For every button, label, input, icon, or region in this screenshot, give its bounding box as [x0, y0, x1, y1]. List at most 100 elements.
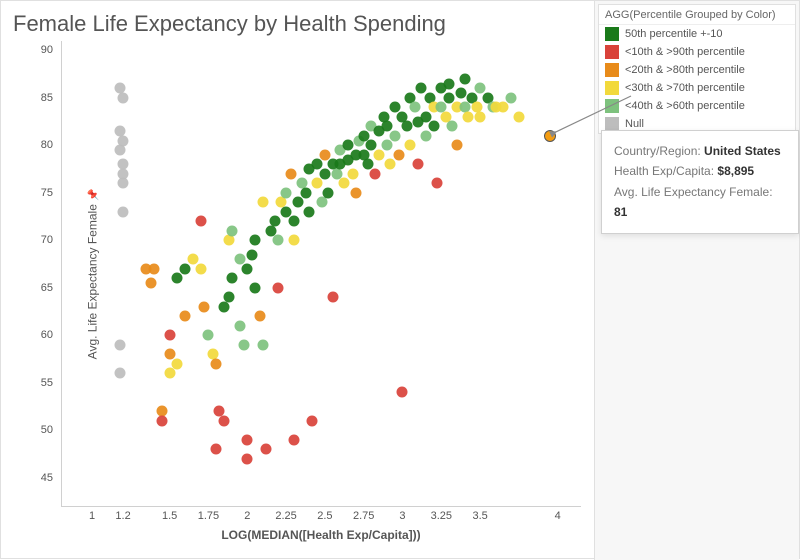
scatter-point[interactable] — [257, 197, 268, 208]
scatter-point[interactable] — [114, 145, 125, 156]
scatter-point[interactable] — [254, 311, 265, 322]
scatter-point[interactable] — [211, 358, 222, 369]
legend-swatch — [605, 27, 619, 41]
scatter-point[interactable] — [226, 273, 237, 284]
x-tick: 2 — [244, 510, 250, 522]
scatter-point[interactable] — [257, 339, 268, 350]
scatter-point[interactable] — [462, 111, 473, 122]
scatter-point[interactable] — [246, 249, 257, 260]
scatter-point[interactable] — [164, 330, 175, 341]
scatter-point[interactable] — [405, 140, 416, 151]
scatter-point[interactable] — [307, 415, 318, 426]
scatter-point[interactable] — [506, 92, 517, 103]
scatter-point[interactable] — [114, 368, 125, 379]
scatter-point[interactable] — [242, 453, 253, 464]
scatter-point[interactable] — [270, 216, 281, 227]
scatter-point[interactable] — [218, 301, 229, 312]
scatter-point[interactable] — [250, 235, 261, 246]
scatter-point[interactable] — [338, 178, 349, 189]
tooltip-value: United States — [704, 144, 781, 158]
scatter-point[interactable] — [374, 149, 385, 160]
scatter-point[interactable] — [444, 78, 455, 89]
scatter-point[interactable] — [451, 140, 462, 151]
scatter-point[interactable] — [456, 88, 467, 99]
scatter-point[interactable] — [498, 102, 509, 113]
scatter-point[interactable] — [402, 121, 413, 132]
scatter-point[interactable] — [413, 159, 424, 170]
scatter-point[interactable] — [319, 168, 330, 179]
scatter-point[interactable] — [234, 320, 245, 331]
highlighted-point[interactable] — [544, 130, 556, 142]
scatter-point[interactable] — [327, 292, 338, 303]
scatter-point[interactable] — [164, 368, 175, 379]
scatter-point[interactable] — [180, 311, 191, 322]
scatter-point[interactable] — [475, 111, 486, 122]
scatter-point[interactable] — [242, 434, 253, 445]
legend-item[interactable]: <20th & >80th percentile — [599, 61, 795, 79]
scatter-point[interactable] — [304, 206, 315, 217]
scatter-point[interactable] — [322, 187, 333, 198]
scatter-point[interactable] — [301, 187, 312, 198]
scatter-point[interactable] — [211, 444, 222, 455]
scatter-point[interactable] — [416, 83, 427, 94]
scatter-point[interactable] — [285, 168, 296, 179]
scatter-point[interactable] — [409, 102, 420, 113]
scatter-point[interactable] — [316, 197, 327, 208]
plot-area[interactable] — [61, 41, 581, 506]
scatter-point[interactable] — [149, 263, 160, 274]
legend-item[interactable]: <30th & >70th percentile — [599, 79, 795, 97]
scatter-point[interactable] — [431, 178, 442, 189]
scatter-point[interactable] — [195, 216, 206, 227]
scatter-point[interactable] — [218, 415, 229, 426]
scatter-point[interactable] — [459, 73, 470, 84]
scatter-point[interactable] — [513, 111, 524, 122]
scatter-point[interactable] — [223, 292, 234, 303]
legend-item[interactable]: <40th & >60th percentile — [599, 97, 795, 115]
scatter-point[interactable] — [397, 387, 408, 398]
scatter-point[interactable] — [250, 282, 261, 293]
scatter-point[interactable] — [172, 273, 183, 284]
scatter-point[interactable] — [223, 235, 234, 246]
scatter-point[interactable] — [118, 92, 129, 103]
scatter-point[interactable] — [389, 130, 400, 141]
scatter-point[interactable] — [288, 434, 299, 445]
scatter-point[interactable] — [242, 263, 253, 274]
scatter-point[interactable] — [420, 130, 431, 141]
tooltip-label: Country/Region: — [614, 144, 704, 158]
x-tick: 4 — [555, 510, 561, 522]
scatter-point[interactable] — [273, 235, 284, 246]
legend-title: AGG(Percentile Grouped by Color) — [599, 5, 795, 25]
scatter-point[interactable] — [118, 206, 129, 217]
scatter-point[interactable] — [203, 330, 214, 341]
scatter-point[interactable] — [447, 121, 458, 132]
scatter-point[interactable] — [369, 168, 380, 179]
scatter-point[interactable] — [146, 277, 157, 288]
scatter-point[interactable] — [312, 178, 323, 189]
scatter-point[interactable] — [195, 263, 206, 274]
scatter-point[interactable] — [198, 301, 209, 312]
legend-item[interactable]: <10th & >90th percentile — [599, 43, 795, 61]
scatter-point[interactable] — [381, 140, 392, 151]
scatter-point[interactable] — [114, 339, 125, 350]
legend-item[interactable]: 50th percentile +-10 — [599, 25, 795, 43]
x-axis-label: LOG(MEDIAN([Health Exp/Capita])) — [61, 528, 581, 542]
scatter-point[interactable] — [172, 358, 183, 369]
scatter-point[interactable] — [273, 282, 284, 293]
legend-swatch — [605, 63, 619, 77]
scatter-point[interactable] — [293, 197, 304, 208]
legend: AGG(Percentile Grouped by Color) 50th pe… — [598, 4, 796, 134]
scatter-point[interactable] — [288, 235, 299, 246]
scatter-point[interactable] — [118, 178, 129, 189]
scatter-point[interactable] — [350, 187, 361, 198]
scatter-point[interactable] — [281, 187, 292, 198]
scatter-point[interactable] — [180, 263, 191, 274]
scatter-point[interactable] — [260, 444, 271, 455]
scatter-point[interactable] — [156, 415, 167, 426]
scatter-point[interactable] — [347, 168, 358, 179]
scatter-point[interactable] — [239, 339, 250, 350]
scatter-point[interactable] — [288, 216, 299, 227]
scatter-point[interactable] — [428, 121, 439, 132]
scatter-point[interactable] — [394, 149, 405, 160]
scatter-point[interactable] — [385, 159, 396, 170]
scatter-point[interactable] — [226, 225, 237, 236]
